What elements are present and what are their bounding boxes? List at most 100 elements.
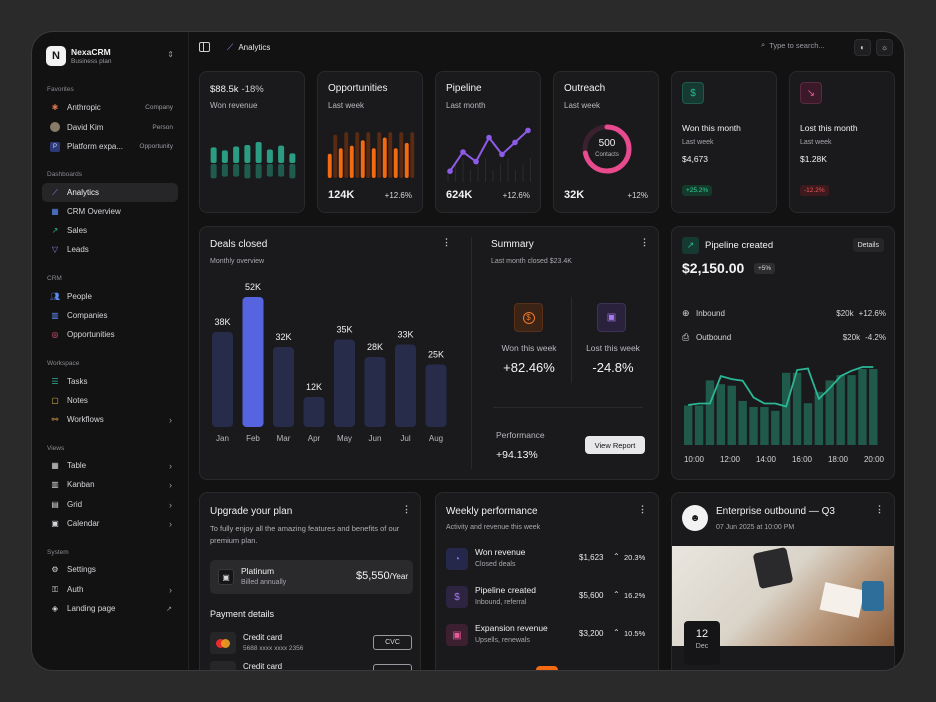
pipeline-created-tick: 10:00 xyxy=(684,455,705,464)
deal-category-label: Feb xyxy=(246,434,260,443)
card-event: ☻ Enterprise outbound — Q3 07 Jun 2025 a… xyxy=(671,492,895,670)
payment-card[interactable]: Credit card xyxy=(210,659,413,670)
sidebar-item-landing-page[interactable]: ◈ Landing page ↗ xyxy=(42,599,178,618)
favorite-tag: Opportunity xyxy=(139,143,173,150)
chevron-right-icon: › xyxy=(169,584,172,595)
favorite-label: Platform expa... xyxy=(67,142,124,151)
sidebar-item-analytics[interactable]: ⟋ Analytics xyxy=(42,183,178,202)
opportunity-bar xyxy=(366,132,371,178)
sidebar-item-auth[interactable]: ⚿ Auth › xyxy=(42,580,178,599)
sidebar-item-tasks[interactable]: ☰ Tasks xyxy=(42,372,178,391)
sidebar-item-table[interactable]: ▦ Table › xyxy=(42,456,178,475)
workspace-switcher[interactable]: N NexaCRM Business plan ⇕ xyxy=(46,46,174,68)
sidebar-item-workflows[interactable]: ⚯ Workflows › xyxy=(42,410,178,429)
opportunity-bar xyxy=(360,140,365,178)
pipeline-created-tick: 20:00 xyxy=(864,455,885,464)
kpi-value: 124K xyxy=(328,189,355,201)
cvc-input[interactable]: CVC xyxy=(373,635,412,650)
event-title: Enterprise outbound — Q3 xyxy=(716,506,835,517)
revenue-bar-top xyxy=(221,150,228,163)
pipeline-point xyxy=(512,139,518,146)
plan-option[interactable]: ▣ Platinum Billed annually $5,550/Year xyxy=(210,560,413,594)
card-upgrade: Upgrade your plan ⋮ To fully enjoy all t… xyxy=(199,492,421,670)
search-placeholder: Type to search... xyxy=(769,40,825,50)
sidebar-item-sales[interactable]: ↗ Sales xyxy=(42,221,178,240)
weekly-row[interactable]: ▣ Expansion revenue Upsells, renewals $3,20… xyxy=(446,621,650,651)
sidebar-toggle-icon[interactable] xyxy=(199,42,210,52)
row-subtitle: Closed deals xyxy=(475,561,516,568)
avatar: ☻ xyxy=(682,505,708,531)
event-image xyxy=(672,546,894,646)
more-vertical-icon[interactable]: ⋮ xyxy=(875,504,884,514)
deal-category-label: Jul xyxy=(400,434,410,443)
deal-category-label: Apr xyxy=(308,434,321,443)
grid-icon: ▤ xyxy=(51,500,59,509)
deal-category-label: Aug xyxy=(429,434,443,443)
search-box[interactable]: ⌕ Type to search... xyxy=(761,40,825,50)
pipeline-point xyxy=(473,158,479,165)
sidebar-item-crm-overview[interactable]: ▦ CRM Overview xyxy=(42,202,178,221)
deal-category-label: Jan xyxy=(216,434,229,443)
payment-card[interactable]: Credit card 5688 xxxx xxxx 2356 CVC xyxy=(210,630,413,656)
deal-bar xyxy=(395,344,416,427)
chevron-right-icon: › xyxy=(169,479,172,490)
sidebar-item-people[interactable]: 👥︎ People xyxy=(42,287,178,306)
kpi-label: Won revenue xyxy=(210,101,258,110)
sidebar-item-notes[interactable]: ▢ Notes xyxy=(42,391,178,410)
pipeline-created-bar xyxy=(814,391,824,445)
chevron-right-icon: › xyxy=(169,414,172,425)
pipeline-created-bar xyxy=(836,375,845,445)
details-button[interactable]: Details xyxy=(852,238,884,252)
view-report-button[interactable]: View Report xyxy=(585,436,645,454)
revenue-change: -18% xyxy=(241,84,264,95)
sidebar-item-calendar[interactable]: ▣ Calendar › xyxy=(42,514,178,533)
kpi-value: $4,673 xyxy=(682,154,708,164)
sidebar-item-grid[interactable]: ▤ Grid › xyxy=(42,495,178,514)
brand-name: NexaCRM xyxy=(71,47,111,57)
opportunity-bar xyxy=(377,132,382,178)
kpi-subtitle: Last month xyxy=(446,101,486,110)
favorite-david-kim[interactable]: David Kim Person xyxy=(42,118,178,137)
plan-price-wrap: $5,550/Year xyxy=(356,570,408,582)
sidebar-item-settings[interactable]: ⚙ Settings xyxy=(42,560,178,579)
kpi-title: Opportunities xyxy=(328,83,388,94)
event-date: 07 Jun 2025 at 10:00 PM xyxy=(716,524,795,531)
more-vertical-icon[interactable]: ⋮ xyxy=(640,237,649,247)
cvc-input[interactable] xyxy=(373,664,412,670)
card-icon xyxy=(210,661,236,670)
revenue-bar-top xyxy=(233,146,240,163)
favorite-label: David Kim xyxy=(67,123,104,132)
favorite-platform[interactable]: P Platform expa... Opportunity xyxy=(42,137,178,156)
more-vertical-icon[interactable]: ⋮ xyxy=(638,504,647,514)
outbound-row: ⎙ Outbound $20k -4.2% xyxy=(682,332,886,343)
pipeline-created-bar xyxy=(760,407,769,445)
sidebar-item-label: Notes xyxy=(67,396,88,405)
row-change: 16.2% xyxy=(624,591,646,600)
line-chart-icon: ⟋ xyxy=(227,42,234,52)
weekly-row[interactable]: ◔ Won revenue Closed deals $1,623 ⌃ 20.3% xyxy=(446,545,650,575)
sidebar-item-label: Workflows xyxy=(67,415,104,424)
weekly-row[interactable]: $ Pipeline created Inbound, referral $5,600… xyxy=(446,583,650,613)
pipeline-point xyxy=(460,149,466,155)
pipeline-created-bar xyxy=(825,380,834,445)
sidebar-item-opportunities[interactable]: ◎ Opportunities xyxy=(42,325,178,344)
sidebar-item-label: Opportunities xyxy=(67,330,115,339)
sidebar-item-label: Settings xyxy=(67,565,96,574)
palette-icon[interactable]: ◐ xyxy=(854,39,871,56)
favorite-anthropic[interactable]: ✱ Anthropic Company xyxy=(42,98,178,117)
more-vertical-icon[interactable]: ⋮ xyxy=(442,237,451,247)
sidebar-item-leads[interactable]: ▽ Leads xyxy=(42,240,178,259)
sidebar-item-companies[interactable]: ▥ Companies xyxy=(42,306,178,325)
kpi-value: $88.5k -18% xyxy=(210,84,264,95)
inbound-change: +12.6% xyxy=(858,309,886,318)
more-vertical-icon[interactable]: ⋮ xyxy=(402,504,411,514)
breadcrumb: ⟋ Analytics xyxy=(227,42,270,53)
sidebar-item-kanban[interactable]: ▥ Kanban › xyxy=(42,475,178,494)
chevron-right-icon: › xyxy=(169,460,172,471)
inbound-amount: $20k xyxy=(836,309,854,318)
pie-chart-icon: ◔ xyxy=(446,548,468,570)
divider xyxy=(471,237,472,469)
sidebar-item-label: Analytics xyxy=(67,188,100,197)
sun-icon[interactable]: ☼ xyxy=(876,39,893,56)
revenue-bar-bottom xyxy=(255,164,262,179)
